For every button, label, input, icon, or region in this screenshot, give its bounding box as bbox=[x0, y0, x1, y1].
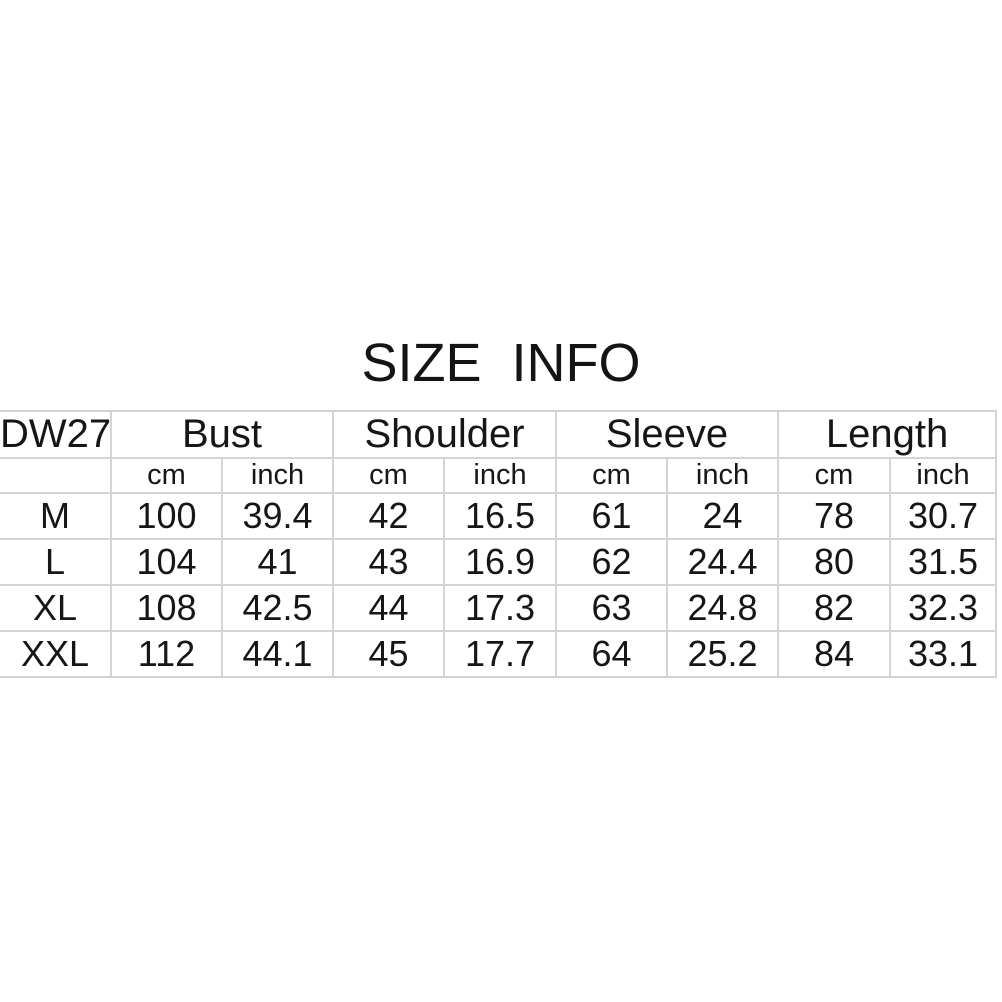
measurement-cell: 16.5 bbox=[443, 492, 558, 540]
size-label-cell: XL bbox=[0, 584, 112, 632]
measurement-cell: 43 bbox=[332, 538, 446, 586]
measurement-cell: 42.5 bbox=[220, 584, 335, 632]
unit-cell-shoulder-cm: cm bbox=[332, 457, 446, 494]
table-row-m: M 100 39.4 42 16.5 61 24 78 30.7 bbox=[0, 492, 998, 540]
size-label-cell: XXL bbox=[0, 630, 112, 678]
unit-cell-shoulder-inch: inch bbox=[443, 457, 558, 494]
measurement-cell: 17.7 bbox=[443, 630, 558, 678]
measurement-cell: 45 bbox=[332, 630, 446, 678]
measurement-cell: 62 bbox=[555, 538, 669, 586]
measurement-cell: 31.5 bbox=[889, 538, 998, 586]
measurement-cell: 24.8 bbox=[666, 584, 780, 632]
size-label-cell: L bbox=[0, 538, 112, 586]
measurement-cell: 33.1 bbox=[889, 630, 998, 678]
measurement-cell: 24 bbox=[666, 492, 780, 540]
measurement-cell: 44.1 bbox=[220, 630, 335, 678]
unit-cell-sleeve-inch: inch bbox=[666, 457, 780, 494]
measurement-cell: 42 bbox=[332, 492, 446, 540]
unit-header-row: cm inch cm inch cm inch cm inch bbox=[0, 457, 998, 494]
measurement-cell: 61 bbox=[555, 492, 669, 540]
table-row-xl: XL 108 42.5 44 17.3 63 24.8 82 32.3 bbox=[0, 584, 998, 632]
unit-cell-length-inch: inch bbox=[889, 457, 998, 494]
measurement-cell: 16.9 bbox=[443, 538, 558, 586]
size-label-cell: M bbox=[0, 492, 112, 540]
group-header-bust: Bust bbox=[109, 410, 335, 459]
unit-cell-sleeve-cm: cm bbox=[555, 457, 669, 494]
measurement-cell: 80 bbox=[777, 538, 892, 586]
measurement-cell: 30.7 bbox=[889, 492, 998, 540]
group-header-shoulder: Shoulder bbox=[332, 410, 558, 459]
measurement-cell: 112 bbox=[110, 630, 223, 678]
measurement-cell: 63 bbox=[555, 584, 669, 632]
measurement-cell: 44 bbox=[332, 584, 446, 632]
measurement-cell: 41 bbox=[220, 538, 335, 586]
group-header-sleeve: Sleeve bbox=[555, 410, 780, 459]
unit-cell-bust-inch: inch bbox=[220, 457, 335, 494]
size-chart-table: DW27 Bust Shoulder Sleeve Length cm inch… bbox=[0, 410, 998, 678]
group-header-row: DW27 Bust Shoulder Sleeve Length bbox=[0, 410, 998, 459]
measurement-cell: 64 bbox=[555, 630, 669, 678]
measurement-cell: 24.4 bbox=[666, 538, 780, 586]
measurement-cell: 39.4 bbox=[220, 492, 335, 540]
table-row-l: L 104 41 43 16.9 62 24.4 80 31.5 bbox=[0, 538, 998, 586]
empty-unit-cell bbox=[0, 457, 112, 494]
measurement-cell: 32.3 bbox=[889, 584, 998, 632]
unit-cell-bust-cm: cm bbox=[110, 457, 223, 494]
measurement-cell: 17.3 bbox=[443, 584, 558, 632]
table-row-xxl: XXL 112 44.1 45 17.7 64 25.2 84 33.1 bbox=[0, 630, 998, 678]
group-header-length: Length bbox=[777, 410, 998, 459]
product-code-cell: DW27 bbox=[0, 410, 112, 459]
unit-cell-length-cm: cm bbox=[777, 457, 892, 494]
measurement-cell: 100 bbox=[110, 492, 223, 540]
page-title: SIZE INFO bbox=[361, 333, 641, 393]
measurement-cell: 84 bbox=[777, 630, 892, 678]
measurement-cell: 108 bbox=[110, 584, 223, 632]
measurement-cell: 104 bbox=[110, 538, 223, 586]
measurement-cell: 78 bbox=[777, 492, 892, 540]
measurement-cell: 82 bbox=[777, 584, 892, 632]
measurement-cell: 25.2 bbox=[666, 630, 780, 678]
